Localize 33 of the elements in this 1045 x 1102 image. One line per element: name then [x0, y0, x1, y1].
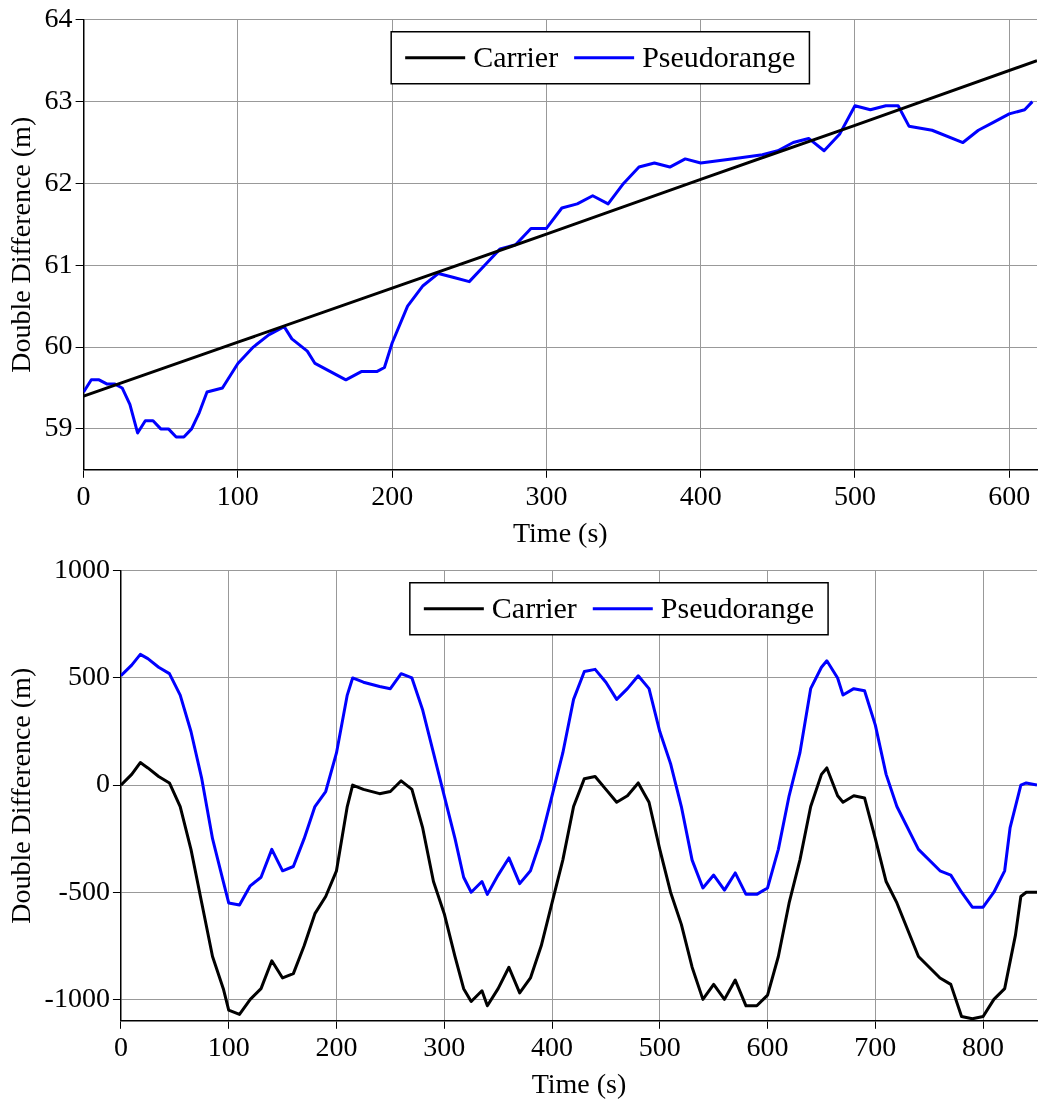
y-tick-label: -500	[58, 874, 110, 906]
x-tick-label: 300	[423, 1030, 466, 1062]
x-tick-label: 600	[988, 479, 1031, 511]
legend-label: Pseudorange	[642, 39, 796, 73]
x-tick-label: 400	[679, 479, 722, 511]
y-tick-label: 63	[44, 83, 73, 115]
x-tick-label: 200	[371, 479, 414, 511]
x-tick-label: 100	[207, 1030, 250, 1062]
y-tick-label: 60	[44, 329, 73, 361]
x-axis-title: Time (s)	[512, 516, 608, 548]
x-tick-label: 400	[531, 1030, 574, 1062]
y-tick-label: 62	[44, 165, 73, 197]
x-tick-label: 800	[962, 1030, 1005, 1062]
legend-label: Pseudorange	[660, 590, 815, 624]
y-axis-title: Double Difference (m)	[5, 116, 37, 373]
y-tick-label: 1000	[53, 553, 110, 585]
x-tick-label: 700	[854, 1030, 897, 1062]
y-tick-label: 59	[44, 411, 73, 443]
y-tick-label: 0	[95, 767, 110, 799]
x-tick-label: 600	[746, 1030, 789, 1062]
x-tick-label: 500	[833, 479, 876, 511]
legend-label: Carrier	[473, 39, 559, 73]
y-tick-label: 64	[44, 2, 73, 34]
y-axis-title: Double Difference (m)	[5, 667, 37, 924]
y-tick-label: -1000	[44, 981, 110, 1013]
legend-label: Carrier	[491, 590, 577, 624]
x-tick-label: 500	[638, 1030, 681, 1062]
x-tick-label: 100	[216, 479, 259, 511]
y-tick-label: 61	[44, 247, 73, 279]
x-tick-label: 200	[315, 1030, 358, 1062]
x-tick-label: 300	[525, 479, 568, 511]
x-axis-title: Time (s)	[531, 1067, 627, 1099]
y-tick-label: 500	[67, 660, 110, 692]
